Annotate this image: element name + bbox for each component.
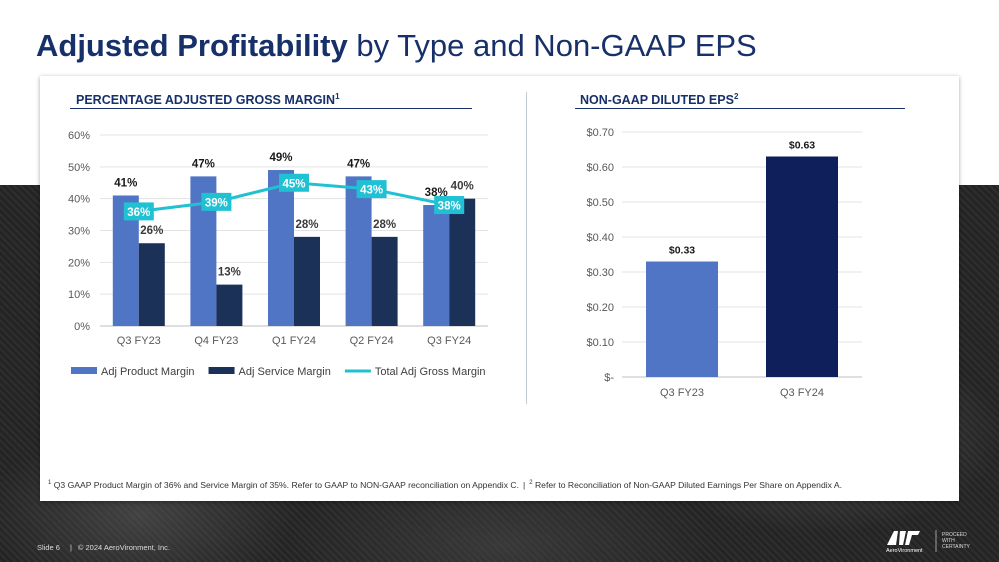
- vertical-divider: [526, 92, 527, 404]
- total-margin-label: 36%: [127, 207, 150, 219]
- legend-label: Total Adj Gross Margin: [375, 366, 486, 378]
- service-margin-label: 40%: [451, 181, 474, 193]
- service-margin-bar: [294, 236, 320, 326]
- service-margin-label: 26%: [140, 225, 163, 237]
- product-margin-label: 41%: [114, 177, 137, 189]
- total-margin-label: 38%: [438, 201, 461, 213]
- margin-y-tick: 20%: [68, 257, 90, 269]
- footnote-1-marker: 1: [48, 480, 52, 487]
- margin-y-tick: 10%: [68, 289, 90, 301]
- logo-mark-icon: [887, 531, 920, 545]
- eps-y-tick: $0.60: [586, 162, 614, 174]
- tagline-2: WITH: [942, 538, 955, 544]
- service-margin-label: 28%: [373, 219, 396, 231]
- page-title: Adjusted Profitability by Type and Non-G…: [36, 28, 757, 64]
- eps-bar: [646, 261, 718, 377]
- eps-y-tick: $0.40: [586, 232, 614, 244]
- margin-x-tick: Q3 FY23: [117, 335, 161, 347]
- service-margin-bar: [216, 284, 243, 326]
- eps-y-tick: $0.10: [586, 337, 614, 349]
- service-margin-bar: [371, 236, 398, 326]
- margin-x-tick: Q2 FY24: [350, 335, 394, 347]
- tagline-3: CERTAINTY: [942, 544, 971, 550]
- margin-x-tick: Q1 FY24: [272, 335, 316, 347]
- eps-chart-title: NON-GAAP DILUTED EPS2: [580, 92, 738, 107]
- margin-y-tick: 50%: [68, 162, 90, 174]
- legend-label: Adj Product Margin: [101, 366, 195, 378]
- legend-label: Adj Service Margin: [239, 366, 331, 378]
- footnote-1: Q3 GAAP Product Margin of 36% and Servic…: [53, 480, 519, 490]
- margin-y-tick: 30%: [68, 226, 90, 238]
- total-margin-label: 39%: [205, 197, 228, 209]
- margin-x-tick: Q3 FY24: [427, 335, 471, 347]
- copyright: © 2024 AeroVironment, Inc.: [77, 543, 170, 552]
- legend-swatch: [71, 367, 97, 374]
- eps-y-tick: $-: [604, 372, 614, 384]
- margin-title-underline: [70, 108, 472, 109]
- logo-text: AeroVironment: [886, 548, 923, 554]
- total-margin-label-box: [356, 180, 387, 199]
- title-rest: by Type and Non-GAAP EPS: [347, 28, 757, 63]
- eps-y-tick: $0.50: [586, 197, 614, 209]
- eps-y-tick: $0.70: [586, 127, 614, 139]
- eps-x-tick: Q3 FY24: [780, 387, 824, 399]
- service-margin-bar: [449, 198, 476, 326]
- total-margin-label-box: [123, 202, 154, 221]
- eps-bar: [766, 156, 838, 377]
- total-margin-label-box: [279, 173, 309, 192]
- product-margin-bar: [423, 205, 450, 326]
- tagline-1: PROCEED: [942, 532, 967, 538]
- service-margin-label: 28%: [295, 219, 318, 231]
- total-margin-label-box: [434, 196, 465, 215]
- eps-y-tick: $0.20: [586, 302, 614, 314]
- total-margin-label: 43%: [360, 185, 383, 197]
- footnote: 1 Q3 GAAP Product Margin of 36% and Serv…: [48, 480, 958, 490]
- slide-footer: Slide 6 | © 2024 AeroVironment, Inc.: [37, 543, 170, 552]
- eps-chart-title-sup: 2: [733, 92, 739, 101]
- company-logo: AeroVironment PROCEED WITH CERTAINTY: [886, 530, 971, 554]
- margin-chart-title-text: PERCENTAGE ADJUSTED GROSS MARGIN: [76, 93, 336, 108]
- footnote-2: Refer to Reconciliation of Non-GAAP Dilu…: [534, 480, 842, 490]
- margin-y-tick: 60%: [68, 130, 90, 142]
- product-margin-bar: [268, 170, 294, 326]
- product-margin-bar: [345, 176, 372, 326]
- slide-number: Slide 6: [37, 543, 60, 552]
- eps-value-label: $0.63: [789, 140, 815, 152]
- eps-chart-title-text: NON-GAAP DILUTED EPS: [580, 93, 734, 108]
- footnote-2-marker: 2: [529, 480, 533, 487]
- eps-x-tick: Q3 FY23: [660, 387, 704, 399]
- margin-chart-title-sup: 1: [335, 92, 340, 101]
- margin-y-tick: 40%: [68, 194, 90, 206]
- product-margin-label: 47%: [192, 158, 215, 170]
- margin-y-tick: 0%: [74, 321, 90, 333]
- eps-y-tick: $0.30: [586, 267, 614, 279]
- product-margin-label: 47%: [347, 158, 370, 170]
- footnote-separator: |: [522, 480, 526, 490]
- eps-title-underline: [575, 108, 905, 109]
- service-margin-label: 13%: [218, 267, 241, 279]
- total-margin-label: 45%: [282, 178, 305, 190]
- service-margin-bar: [138, 243, 165, 326]
- title-bold: Adjusted Profitability: [36, 28, 348, 63]
- legend-swatch: [208, 367, 235, 374]
- margin-chart-title: PERCENTAGE ADJUSTED GROSS MARGIN1: [76, 92, 340, 107]
- margin-x-tick: Q4 FY23: [194, 335, 238, 347]
- product-margin-label: 49%: [269, 152, 292, 164]
- total-margin-label-box: [201, 192, 232, 211]
- eps-value-label: $0.33: [669, 245, 695, 257]
